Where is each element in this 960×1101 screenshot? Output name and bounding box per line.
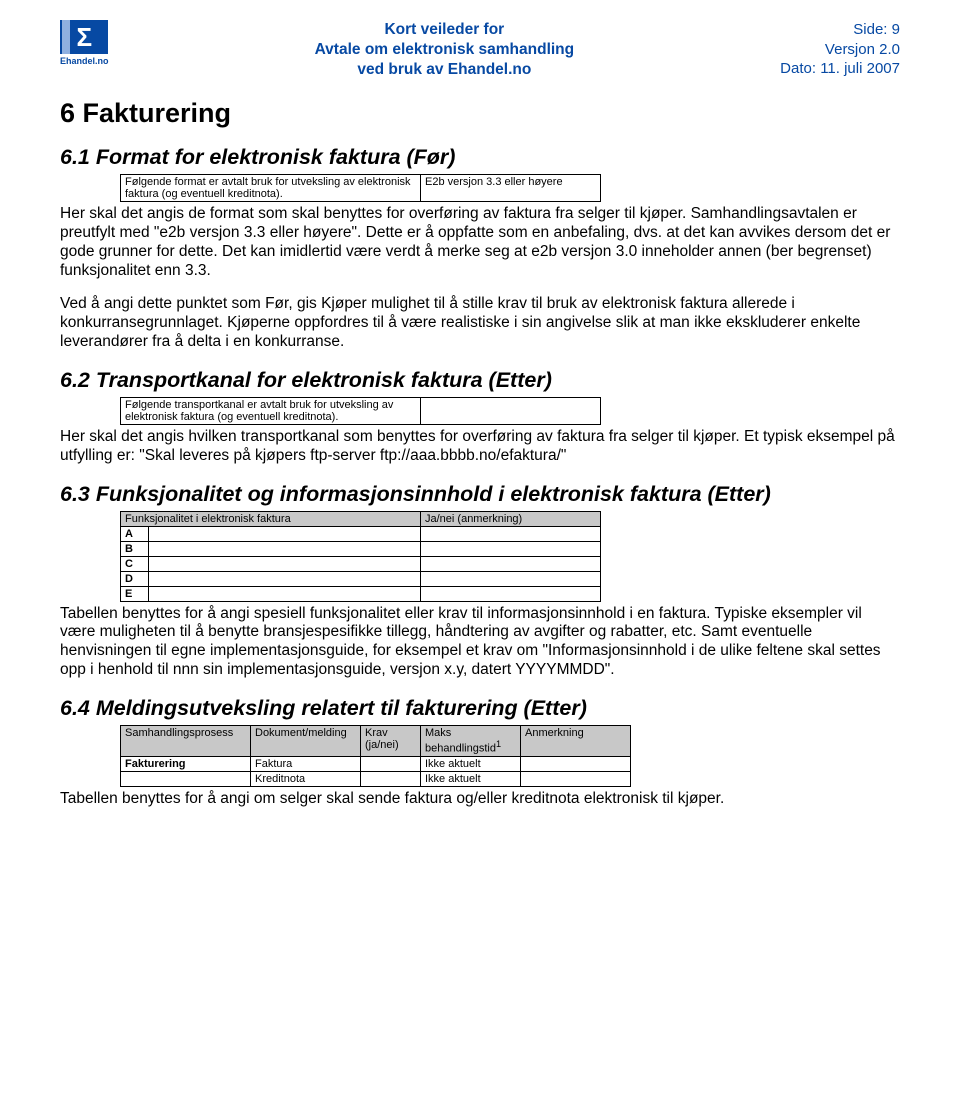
table-62-right [421, 397, 601, 424]
table-63: Funksjonalitet i elektronisk faktura Ja/… [120, 511, 601, 602]
section-61-p2: Ved å angi dette punktet som Før, gis Kj… [60, 295, 900, 352]
table-64-h3: Krav (ja/nei) [361, 726, 421, 757]
table-63-hdr-left: Funksjonalitet i elektronisk faktura [121, 511, 421, 526]
header-title: Kort veileder for Avtale om elektronisk … [315, 20, 575, 80]
section-63-p1: Tabellen benyttes for å angi spesiell fu… [60, 605, 900, 681]
table-63-row-e: E [121, 586, 149, 601]
table-64-h4-sup: 1 [496, 739, 501, 749]
table-64-cell [521, 756, 631, 771]
table-63-cell [149, 586, 421, 601]
table-62-left: Følgende transportkanal er avtalt bruk f… [121, 397, 421, 424]
logo-sigma-icon: Σ [60, 20, 108, 54]
table-64-h4-text: Maks behandlingstid [425, 727, 496, 755]
table-63-cell [149, 541, 421, 556]
logo-letter: Σ [76, 22, 92, 53]
table-64-r2c4: Ikke aktuelt [421, 771, 521, 786]
table-63-cell [149, 571, 421, 586]
section-62-heading: 6.2 Transportkanal for elektronisk faktu… [60, 368, 900, 393]
logo-brand: Ehandel.no [60, 56, 109, 66]
header-center-2: Avtale om elektronisk samhandling [315, 40, 575, 60]
section-6-title: 6 Fakturering [60, 98, 900, 129]
table-63-cell [421, 526, 601, 541]
table-61-right: E2b versjon 3.3 eller høyere [421, 175, 601, 202]
table-64-r2c2: Kreditnota [251, 771, 361, 786]
table-64-h2: Dokument/melding [251, 726, 361, 757]
table-63-cell [149, 526, 421, 541]
table-64-h5: Anmerkning [521, 726, 631, 757]
table-64-r1c1: Fakturering [121, 756, 251, 771]
table-63-cell [421, 556, 601, 571]
header-date: Dato: 11. juli 2007 [780, 59, 900, 79]
table-64-r1c2: Faktura [251, 756, 361, 771]
header-version: Versjon 2.0 [780, 40, 900, 60]
table-63-row-c: C [121, 556, 149, 571]
table-61: Følgende format er avtalt bruk for utvek… [120, 174, 601, 202]
table-64: Samhandlingsprosess Dokument/melding Kra… [120, 725, 631, 787]
table-61-left: Følgende format er avtalt bruk for utvek… [121, 175, 421, 202]
section-63-heading: 6.3 Funksjonalitet og informasjonsinnhol… [60, 482, 900, 507]
page-header: Σ Ehandel.no Kort veileder for Avtale om… [60, 20, 900, 80]
table-64-cell [361, 771, 421, 786]
section-62-p1: Her skal det angis hvilken transportkana… [60, 428, 900, 466]
section-64-p1: Tabellen benyttes for å angi om selger s… [60, 790, 900, 809]
section-61-heading: 6.1 Format for elektronisk faktura (Før) [60, 145, 900, 170]
table-63-row-b: B [121, 541, 149, 556]
section-61-p1: Her skal det angis de format som skal be… [60, 205, 900, 281]
table-63-row-d: D [121, 571, 149, 586]
table-63-cell [149, 556, 421, 571]
table-64-h4: Maks behandlingstid1 [421, 726, 521, 757]
table-64-r1c4: Ikke aktuelt [421, 756, 521, 771]
table-63-hdr-right: Ja/nei (anmerkning) [421, 511, 601, 526]
logo: Σ Ehandel.no [60, 20, 109, 66]
header-center-3: ved bruk av Ehandel.no [315, 60, 575, 80]
header-center-1: Kort veileder for [315, 20, 575, 40]
section-64-heading: 6.4 Meldingsutveksling relatert til fakt… [60, 696, 900, 721]
table-62: Følgende transportkanal er avtalt bruk f… [120, 397, 601, 425]
table-64-cell [121, 771, 251, 786]
table-63-row-a: A [121, 526, 149, 541]
table-63-cell [421, 571, 601, 586]
table-64-cell [361, 756, 421, 771]
table-63-cell [421, 586, 601, 601]
table-64-h1: Samhandlingsprosess [121, 726, 251, 757]
header-meta: Side: 9 Versjon 2.0 Dato: 11. juli 2007 [780, 20, 900, 79]
header-page: Side: 9 [780, 20, 900, 40]
table-63-cell [421, 541, 601, 556]
table-64-cell [521, 771, 631, 786]
